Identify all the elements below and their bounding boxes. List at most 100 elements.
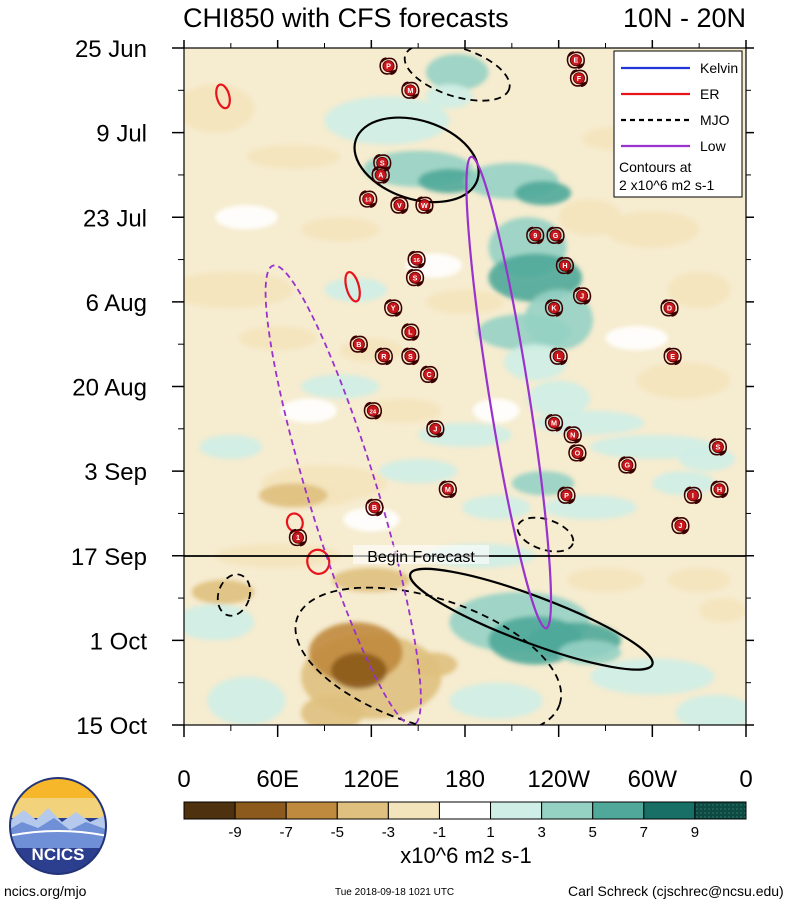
field-patch bbox=[301, 694, 364, 725]
x-tick-label: 120W bbox=[527, 766, 590, 793]
contour-low-negative bbox=[264, 264, 422, 725]
storm-marker-label: 16 bbox=[413, 258, 420, 264]
storm-marker-dot bbox=[376, 156, 389, 169]
storm-marker-label: S bbox=[380, 158, 385, 167]
x-tick-label: 60W bbox=[628, 766, 678, 793]
field-patch bbox=[363, 398, 442, 423]
storm-marker-dot bbox=[547, 301, 560, 314]
storm-marker-dot bbox=[441, 483, 454, 496]
storm-marker-dot bbox=[409, 271, 422, 284]
colorbar-tick-label: 9 bbox=[691, 824, 699, 841]
x-tick-label: 120E bbox=[343, 766, 399, 793]
storm-marker: J bbox=[426, 420, 445, 438]
storm-marker-label: G bbox=[553, 231, 559, 240]
field-patch bbox=[184, 84, 255, 133]
storm-marker-label: P bbox=[564, 491, 569, 500]
legend-box bbox=[613, 50, 743, 198]
legend-note-2: 2 x10^6 m2 s-1 bbox=[619, 177, 714, 193]
storm-marker: J bbox=[572, 287, 592, 305]
storm-marker: M bbox=[544, 413, 564, 432]
storm-marker-label: E bbox=[670, 352, 675, 361]
field-patch bbox=[652, 471, 715, 496]
storm-marker-label: E bbox=[573, 56, 578, 65]
storm-marker-dot bbox=[572, 72, 585, 85]
storm-marker: S bbox=[401, 347, 420, 366]
storm-marker-label: 9 bbox=[533, 231, 537, 240]
colorbar-tick-label: 3 bbox=[537, 824, 545, 841]
storm-marker: L bbox=[549, 347, 568, 366]
storm-marker-dot bbox=[374, 168, 387, 181]
field-patch bbox=[558, 199, 622, 236]
storm-marker: O bbox=[568, 444, 587, 462]
y-tick-label: 15 Oct bbox=[76, 713, 147, 740]
storm-marker-label: B bbox=[372, 503, 377, 512]
contour-er bbox=[285, 512, 304, 533]
x-tick-label: 0 bbox=[739, 766, 752, 793]
field-patch bbox=[184, 604, 255, 641]
field-patch bbox=[699, 598, 746, 623]
storm-marker-label: J bbox=[580, 291, 584, 300]
colorbar-tick-label: -5 bbox=[331, 824, 344, 841]
y-tick-label: 9 Jul bbox=[96, 121, 147, 148]
storm-marker-label: 13 bbox=[365, 198, 372, 204]
field-patch bbox=[410, 652, 458, 677]
colorbar-tick-label: -3 bbox=[382, 824, 395, 841]
chart-region: 10N - 20N bbox=[623, 3, 746, 33]
y-tick-label: 17 Sep bbox=[71, 544, 147, 571]
field-patch bbox=[324, 277, 387, 302]
colorbar-label: x10^6 m2 s-1 bbox=[400, 843, 531, 868]
contour-low-positive bbox=[465, 155, 553, 630]
storm-marker-label: H bbox=[717, 485, 722, 494]
storm-marker-dot bbox=[377, 350, 390, 363]
storm-marker-dot bbox=[711, 440, 724, 453]
axes: 0 60E 120E 180 120W 60W 0 25 Jun 9 Jul 23 Jul 6 Au… bbox=[71, 36, 754, 793]
storm-marker: 1 bbox=[288, 528, 308, 547]
field-patch bbox=[678, 446, 736, 472]
storm-marker-label: Y bbox=[391, 304, 396, 313]
colorbar-tick-label: -1 bbox=[433, 824, 446, 841]
y-tick-label: 23 Jul bbox=[83, 205, 147, 232]
storm-marker-label: F bbox=[577, 74, 582, 83]
storm-marker: J bbox=[671, 516, 690, 535]
field-patch bbox=[301, 374, 380, 399]
storm-marker: C bbox=[419, 365, 439, 384]
storm-marker-label: L bbox=[408, 328, 413, 337]
field-patch bbox=[449, 682, 544, 719]
storm-marker-dot bbox=[549, 229, 562, 242]
legend-label-mjo: MJO bbox=[700, 112, 730, 128]
storm-marker-dot bbox=[368, 501, 381, 514]
storm-marker-dot bbox=[387, 301, 400, 314]
storm-marker-dot bbox=[366, 404, 379, 417]
colorbar-swatch bbox=[336, 801, 389, 820]
storm-marker-label: 24 bbox=[370, 409, 377, 415]
storm-marker-dot bbox=[382, 60, 395, 73]
field-patch bbox=[238, 326, 317, 351]
storm-marker: V bbox=[390, 196, 409, 214]
field-patch bbox=[258, 483, 328, 508]
storm-marker-dot bbox=[547, 416, 560, 429]
storm-marker-dot bbox=[713, 483, 726, 496]
storm-marker: W bbox=[415, 196, 434, 214]
contour-layer bbox=[215, 48, 654, 725]
colorbar-tick-label: 7 bbox=[640, 824, 648, 841]
storm-marker: B bbox=[365, 498, 384, 517]
contour-er bbox=[215, 83, 231, 110]
colorbar-swatch bbox=[592, 801, 645, 820]
storm-marker-dot bbox=[429, 422, 442, 435]
storm-marker: E bbox=[566, 51, 585, 69]
storm-marker: D bbox=[660, 299, 679, 317]
storm-marker-label: R bbox=[381, 352, 387, 361]
storm-marker-dot bbox=[362, 193, 375, 206]
storm-marker-dot bbox=[666, 350, 679, 363]
storm-marker: 13 bbox=[359, 190, 378, 208]
field-patch bbox=[340, 338, 403, 363]
storm-marker: B bbox=[349, 335, 368, 353]
storm-marker: H bbox=[555, 256, 575, 275]
field-patch bbox=[514, 180, 572, 206]
y-tick-label: 20 Aug bbox=[72, 375, 147, 402]
chart-title: CHI850 with CFS forecasts bbox=[183, 3, 509, 33]
storm-marker-label: H bbox=[562, 261, 567, 270]
storm-marker-dot bbox=[566, 428, 579, 441]
field-patch bbox=[332, 567, 411, 593]
colorbar: -9 -7 -5 -3 -1 1 3 5 7 9 bbox=[183, 801, 747, 841]
